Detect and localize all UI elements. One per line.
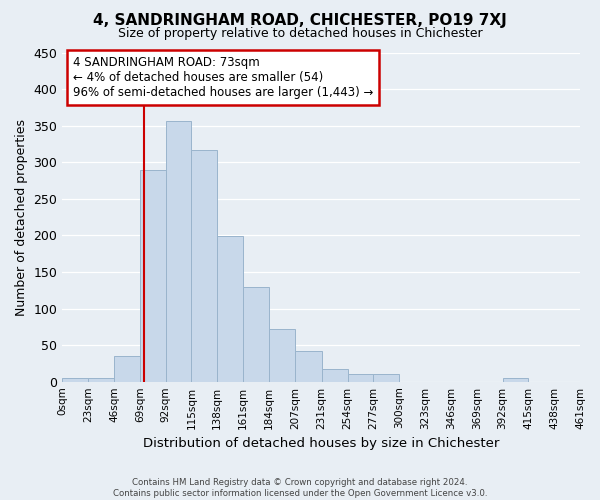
Bar [295, 351, 322, 382]
Text: Size of property relative to detached houses in Chichester: Size of property relative to detached ho… [118, 28, 482, 40]
Bar [243, 286, 269, 382]
Bar [140, 170, 166, 382]
Text: 4 SANDRINGHAM ROAD: 73sqm
← 4% of detached houses are smaller (54)
96% of semi-d: 4 SANDRINGHAM ROAD: 73sqm ← 4% of detach… [73, 56, 373, 99]
X-axis label: Distribution of detached houses by size in Chichester: Distribution of detached houses by size … [143, 437, 499, 450]
Bar [322, 368, 347, 382]
Y-axis label: Number of detached properties: Number of detached properties [15, 118, 28, 316]
Bar [114, 356, 140, 382]
Text: 4, SANDRINGHAM ROAD, CHICHESTER, PO19 7XJ: 4, SANDRINGHAM ROAD, CHICHESTER, PO19 7X… [93, 12, 507, 28]
Bar [347, 374, 373, 382]
Bar [503, 378, 529, 382]
Bar [62, 378, 88, 382]
Bar [166, 120, 191, 382]
Bar [269, 329, 295, 382]
Bar [217, 236, 243, 382]
Bar [88, 378, 114, 382]
Bar [191, 150, 217, 382]
Bar [373, 374, 399, 382]
Text: Contains HM Land Registry data © Crown copyright and database right 2024.
Contai: Contains HM Land Registry data © Crown c… [113, 478, 487, 498]
